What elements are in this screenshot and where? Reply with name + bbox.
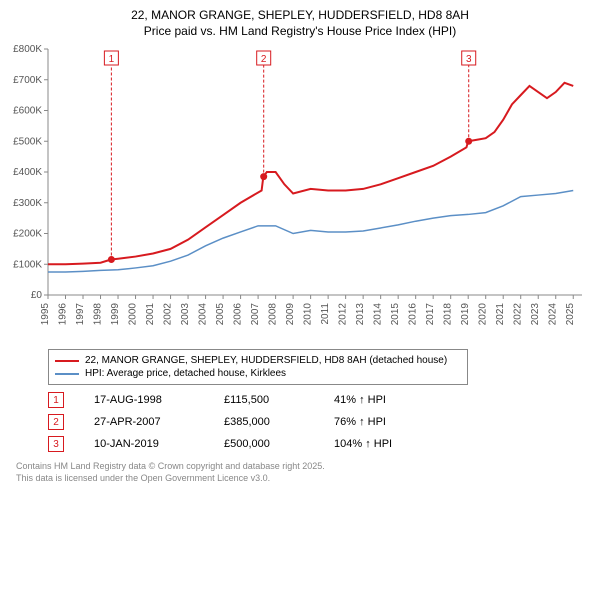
- event-dot-1: [108, 256, 115, 263]
- svg-text:1999: 1999: [110, 303, 121, 326]
- event-marker: 2: [48, 414, 64, 430]
- svg-text:1: 1: [109, 54, 115, 65]
- series-hpi: [48, 191, 573, 272]
- chart-title: 22, MANOR GRANGE, SHEPLEY, HUDDERSFIELD,…: [8, 8, 592, 39]
- svg-text:2022: 2022: [513, 303, 524, 326]
- svg-text:£400K: £400K: [13, 167, 42, 178]
- event-row-3: 3 10-JAN-2019 £500,000 104% ↑ HPI: [48, 433, 592, 455]
- footer-line1: Contains HM Land Registry data © Crown c…: [16, 461, 592, 473]
- svg-text:2007: 2007: [250, 303, 261, 326]
- event-date: 27-APR-2007: [94, 416, 194, 428]
- svg-text:2014: 2014: [373, 303, 384, 326]
- svg-text:3: 3: [466, 54, 472, 65]
- footer-attribution: Contains HM Land Registry data © Crown c…: [16, 461, 592, 484]
- svg-text:1997: 1997: [75, 303, 86, 326]
- svg-text:£500K: £500K: [13, 136, 42, 147]
- svg-text:2016: 2016: [408, 303, 419, 326]
- event-dot-3: [465, 138, 472, 145]
- event-pct: 76% ↑ HPI: [334, 416, 386, 428]
- svg-text:2001: 2001: [145, 303, 156, 326]
- svg-text:2011: 2011: [320, 303, 331, 325]
- event-date: 10-JAN-2019: [94, 438, 194, 450]
- legend: 22, MANOR GRANGE, SHEPLEY, HUDDERSFIELD,…: [48, 349, 468, 385]
- event-row-2: 2 27-APR-2007 £385,000 76% ↑ HPI: [48, 411, 592, 433]
- svg-text:1996: 1996: [58, 303, 69, 326]
- svg-text:£0: £0: [31, 290, 43, 301]
- event-price: £385,000: [224, 416, 304, 428]
- event-table: 1 17-AUG-1998 £115,500 41% ↑ HPI 2 27-APR-200…: [48, 389, 592, 455]
- svg-text:£300K: £300K: [13, 198, 42, 209]
- chart-area: £0 £100K £200K £300K £400K £500K £600K £700K £80…: [8, 43, 592, 343]
- event-marker: 3: [48, 436, 64, 452]
- svg-text:2025: 2025: [565, 303, 576, 326]
- legend-item-1: HPI: Average price, detached house, Kirk…: [55, 367, 461, 380]
- legend-swatch: [55, 373, 79, 375]
- svg-text:2008: 2008: [268, 303, 279, 326]
- legend-label: 22, MANOR GRANGE, SHEPLEY, HUDDERSFIELD,…: [85, 355, 447, 366]
- svg-text:2020: 2020: [478, 303, 489, 326]
- event-price: £500,000: [224, 438, 304, 450]
- svg-text:2015: 2015: [390, 303, 401, 326]
- legend-item-0: 22, MANOR GRANGE, SHEPLEY, HUDDERSFIELD,…: [55, 354, 461, 367]
- event-marker: 1: [48, 392, 64, 408]
- event-dot-2: [260, 173, 267, 180]
- svg-text:2003: 2003: [180, 303, 191, 326]
- svg-text:2006: 2006: [233, 303, 244, 326]
- svg-text:2023: 2023: [530, 303, 541, 326]
- svg-text:2000: 2000: [128, 303, 139, 326]
- legend-label: HPI: Average price, detached house, Kirk…: [85, 368, 286, 379]
- svg-text:2010: 2010: [303, 303, 314, 326]
- svg-text:£100K: £100K: [13, 259, 42, 270]
- svg-text:£600K: £600K: [13, 106, 42, 117]
- svg-text:2024: 2024: [548, 303, 559, 326]
- svg-text:2021: 2021: [495, 303, 506, 326]
- svg-text:£200K: £200K: [13, 229, 42, 240]
- footer-line2: This data is licensed under the Open Gov…: [16, 473, 592, 485]
- event-pct: 104% ↑ HPI: [334, 438, 392, 450]
- svg-text:2004: 2004: [198, 303, 209, 326]
- svg-text:2: 2: [261, 54, 267, 65]
- event-date: 17-AUG-1998: [94, 394, 194, 406]
- series-price-paid: [48, 83, 573, 264]
- svg-text:£800K: £800K: [13, 44, 42, 55]
- event-row-1: 1 17-AUG-1998 £115,500 41% ↑ HPI: [48, 389, 592, 411]
- svg-text:1995: 1995: [40, 303, 51, 326]
- svg-text:2002: 2002: [163, 303, 174, 326]
- svg-text:2005: 2005: [215, 303, 226, 326]
- svg-text:2017: 2017: [425, 303, 436, 326]
- price-chart: £0 £100K £200K £300K £400K £500K £600K £700K £80…: [8, 43, 592, 343]
- svg-text:2009: 2009: [285, 303, 296, 326]
- title-line1: 22, MANOR GRANGE, SHEPLEY, HUDDERSFIELD,…: [8, 8, 592, 24]
- svg-text:1998: 1998: [93, 303, 104, 326]
- legend-swatch: [55, 360, 79, 362]
- title-line2: Price paid vs. HM Land Registry's House …: [8, 24, 592, 40]
- svg-text:2012: 2012: [338, 303, 349, 326]
- svg-text:£700K: £700K: [13, 75, 42, 86]
- svg-text:2013: 2013: [355, 303, 366, 326]
- svg-text:2019: 2019: [460, 303, 471, 326]
- event-price: £115,500: [224, 394, 304, 406]
- svg-text:2018: 2018: [443, 303, 454, 326]
- event-pct: 41% ↑ HPI: [334, 394, 386, 406]
